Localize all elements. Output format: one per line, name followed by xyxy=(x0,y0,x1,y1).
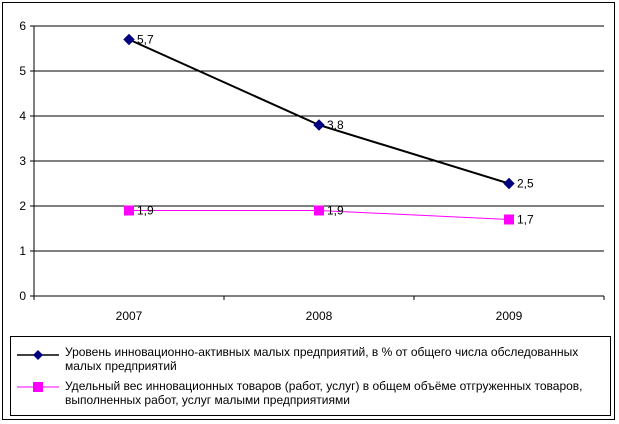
legend-label-series-1: Уровень инновационно-активных малых пред… xyxy=(65,345,579,373)
y-tick-label: 3 xyxy=(19,154,26,168)
data-label: 2,5 xyxy=(517,177,534,191)
gridlines xyxy=(34,25,604,297)
y-tick-label: 2 xyxy=(19,199,26,213)
series-lines xyxy=(123,33,515,225)
data-point-diamond xyxy=(503,177,515,190)
y-tick-label: 5 xyxy=(19,64,26,78)
data-point-diamond xyxy=(123,33,135,46)
data-label: 1,9 xyxy=(137,204,154,218)
x-tick-label: 2009 xyxy=(496,309,523,323)
series-line xyxy=(128,38,510,185)
y-tick-label: 1 xyxy=(19,244,26,258)
x-tick-label: 2007 xyxy=(116,309,143,323)
data-labels: 5,7 3,8 2,5 1,9 1,9 1,7 xyxy=(137,33,534,227)
data-point-square xyxy=(124,205,134,216)
legend-swatch-square xyxy=(17,382,59,392)
legend-item-series-2: Удельный вес инновационных товаров (рабо… xyxy=(11,379,610,411)
data-point-square xyxy=(314,205,324,216)
data-label: 5,7 xyxy=(137,33,154,47)
legend-label-series-2: Удельный вес инновационных товаров (рабо… xyxy=(65,379,583,407)
chart-frame xyxy=(2,2,615,420)
x-tick-label: 2008 xyxy=(306,309,333,323)
legend: Уровень инновационно-активных малых пред… xyxy=(10,336,611,416)
data-label: 1,9 xyxy=(327,204,344,218)
data-label: 3,8 xyxy=(327,118,344,132)
legend-swatch-diamond xyxy=(17,350,59,360)
data-label: 1,7 xyxy=(517,213,534,227)
data-point-diamond xyxy=(313,119,325,131)
line-chart: 0 1 2 3 4 5 6 2007 2008 2009 5,7 3,8 2,5 1,9 1,9 1,7 xyxy=(19,19,605,323)
legend-item-series-1: Уровень инновационно-активных малых пред… xyxy=(11,341,610,373)
y-tick-label: 0 xyxy=(19,289,26,303)
y-tick-label: 4 xyxy=(19,109,26,123)
y-tick-label: 6 xyxy=(19,19,26,33)
axes: 0 1 2 3 4 5 6 2007 2008 2009 xyxy=(19,19,605,323)
data-point-square xyxy=(504,214,514,225)
